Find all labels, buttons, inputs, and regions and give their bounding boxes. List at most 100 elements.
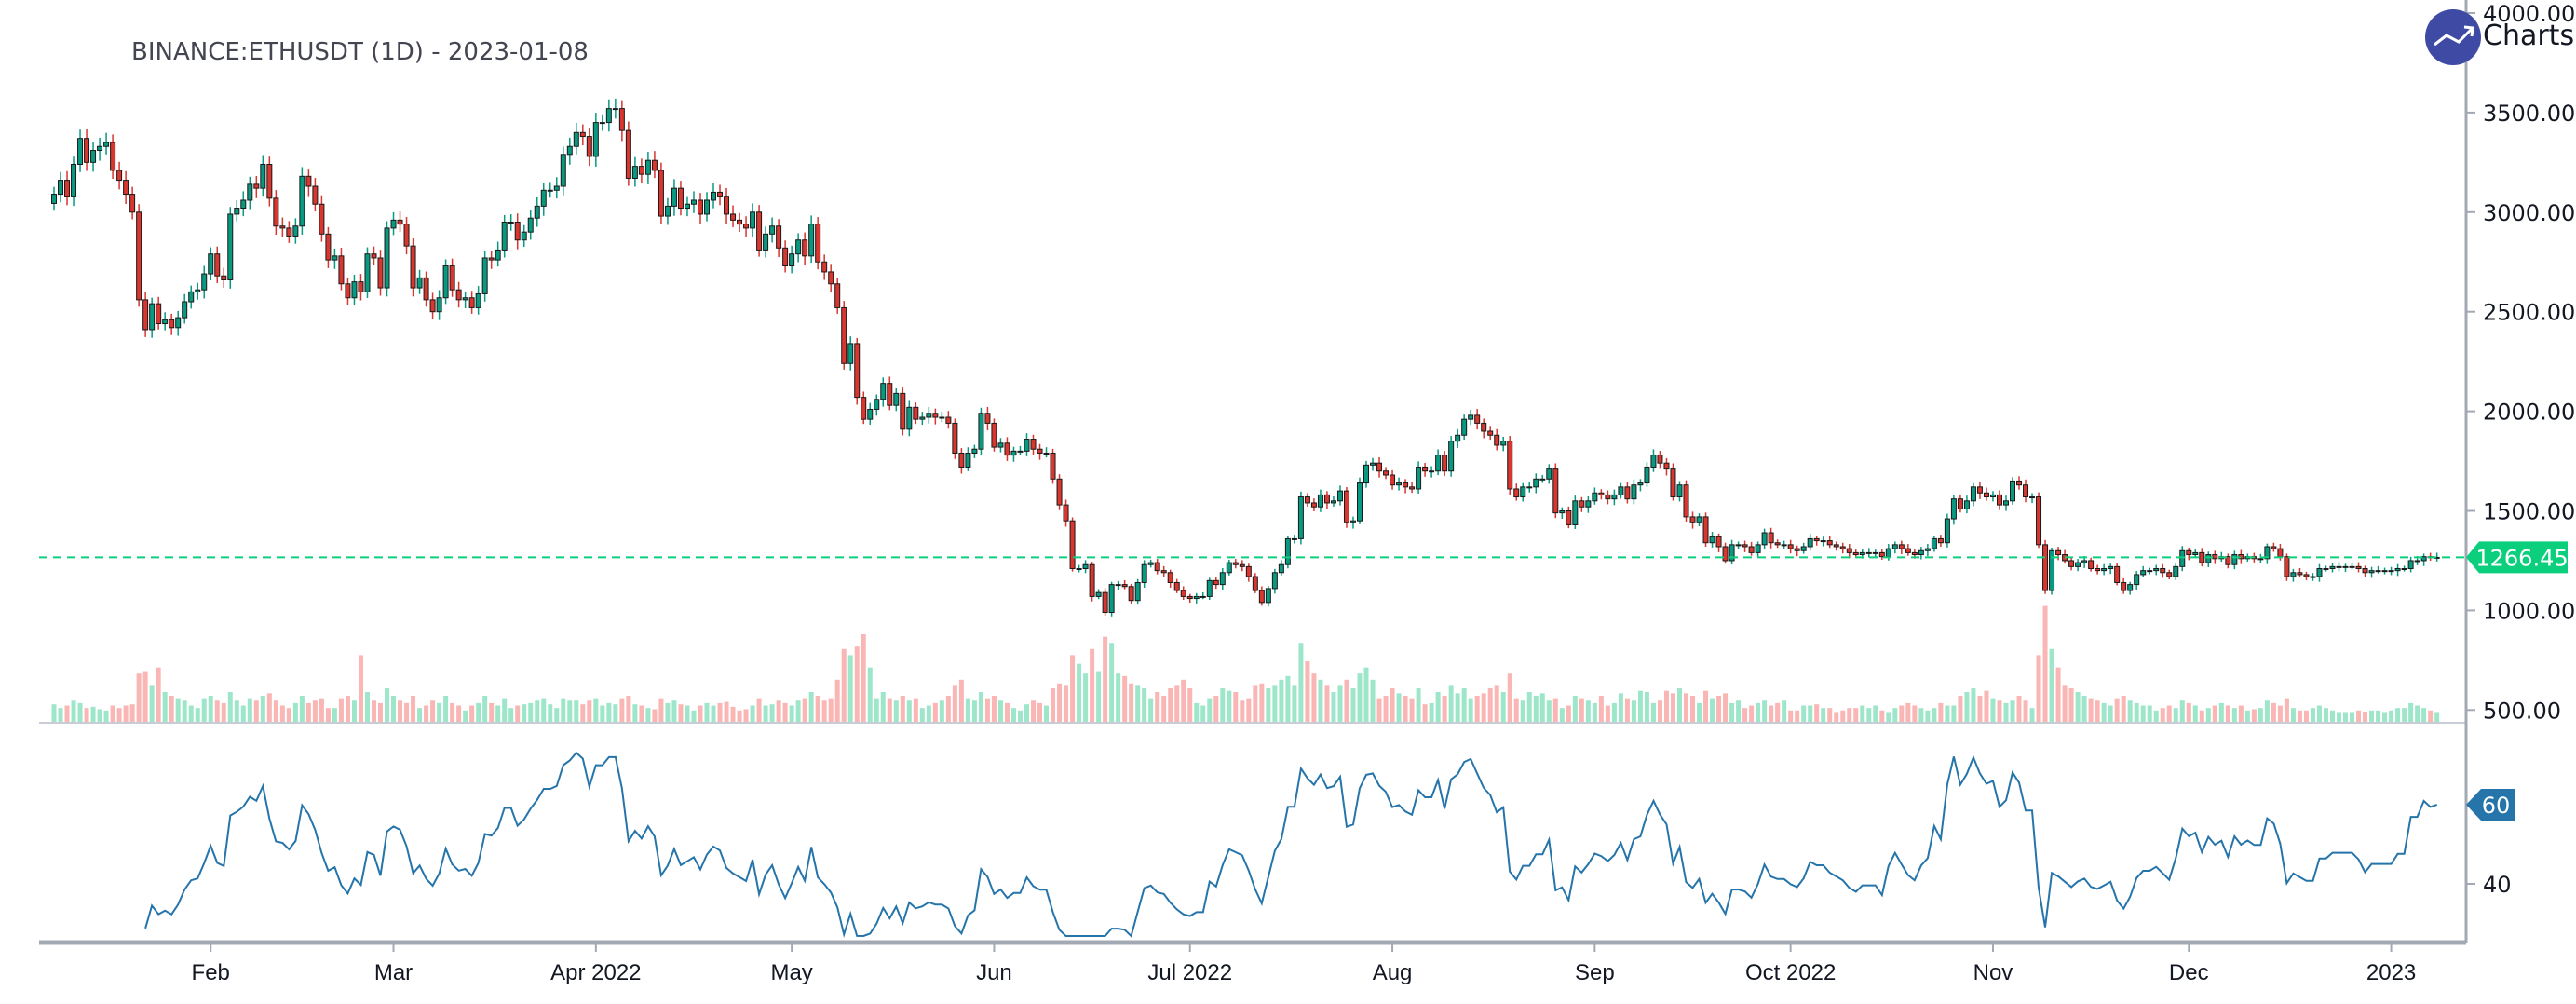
candle-body — [1147, 562, 1154, 565]
volume-bar — [2049, 648, 2054, 723]
brand-text: Charts p — [2483, 20, 2576, 52]
volume-bar — [1331, 692, 1336, 723]
volume-bar — [1866, 708, 1872, 723]
candle-body — [1885, 548, 1891, 558]
volume-bar — [574, 700, 579, 723]
candle-body — [599, 122, 605, 125]
rsi-tick-label: 40 — [2483, 872, 2512, 898]
volume-bar — [515, 705, 521, 723]
candle-body — [1069, 520, 1076, 570]
volume-bar — [1305, 661, 1310, 723]
candle-body — [997, 442, 1004, 448]
candle-body — [2016, 480, 2023, 486]
candle-body — [312, 185, 319, 205]
volume-bar — [1031, 700, 1036, 723]
brand-logo[interactable]: Charts p — [2425, 9, 2576, 65]
volume-bar — [1077, 663, 1082, 723]
volume-bar — [2350, 712, 2355, 723]
candle-body — [2127, 584, 2134, 591]
candle-body — [2186, 549, 2192, 556]
candle-body — [534, 205, 540, 219]
volume-bar — [2075, 692, 2081, 723]
volume-bar — [508, 708, 514, 723]
candle-body — [1336, 490, 1343, 502]
price-axis[interactable]: 500.00 1000.00 1500.00 2000.00 2500.00 3000.0… — [2466, 1, 2575, 724]
candle-body — [1781, 544, 1787, 547]
candle-body — [717, 191, 724, 197]
candle-body — [2101, 568, 2108, 572]
volume-bar — [1416, 688, 1421, 723]
volume-bar — [2297, 710, 2302, 723]
candle-body — [1572, 500, 1579, 525]
volume-bar — [1227, 690, 1232, 723]
volume-bar — [2271, 702, 2276, 723]
candle-body — [1173, 581, 1180, 591]
volume-bar — [1370, 679, 1376, 723]
candle-body — [1291, 537, 1297, 540]
candle-body — [2205, 554, 2212, 563]
candle-body — [2290, 572, 2297, 577]
volume-bar — [711, 705, 716, 723]
volume-bar — [1161, 695, 1167, 723]
candle-body — [2055, 549, 2062, 556]
time-axis[interactable]: Feb Mar Apr 2022 May Jun Jul 2022 Aug Sep Oct 20… — [192, 944, 2417, 985]
candle-body — [2225, 556, 2231, 565]
candle-body — [664, 205, 671, 217]
candle-body — [1232, 562, 1239, 565]
candle-body — [299, 175, 305, 227]
volume-bar — [2376, 710, 2381, 723]
volume-bar — [234, 700, 239, 723]
candle-body — [1108, 584, 1115, 614]
candle-body — [1448, 441, 1455, 472]
volume-bar — [2023, 700, 2028, 723]
candle-body — [1154, 562, 1160, 572]
candle-body — [1030, 439, 1037, 450]
candle-body — [945, 416, 952, 424]
volume-bar — [208, 695, 213, 723]
volume-bar — [2088, 698, 2094, 723]
candle-body — [1376, 462, 1383, 472]
volume-bar — [528, 702, 534, 723]
volume-bar — [717, 702, 723, 723]
volume-bar — [658, 698, 664, 723]
last-price-value: 1266.45 — [2475, 545, 2568, 571]
volume-bar — [97, 709, 102, 723]
candle-body — [932, 413, 939, 418]
candle-body — [1265, 588, 1271, 604]
candle-body — [704, 199, 710, 215]
volume-bar — [1788, 710, 1794, 723]
candle-body — [397, 219, 403, 225]
candle-body — [253, 183, 260, 189]
volume-bar — [1207, 698, 1213, 723]
volume-bar — [2055, 667, 2061, 723]
candle-body — [1768, 532, 1774, 544]
candle-body — [1134, 581, 1141, 602]
candle-body — [737, 219, 743, 225]
volume-bar — [1181, 679, 1186, 723]
volume-bar — [1932, 708, 1937, 723]
volume-bar — [1840, 710, 1846, 723]
candle-body — [724, 196, 730, 215]
volume-bar — [2127, 700, 2133, 723]
candle-body — [1167, 572, 1173, 583]
volume-bar — [1135, 685, 1141, 723]
candle-body — [880, 383, 887, 400]
candle-body — [1442, 455, 1448, 472]
candle-body — [841, 306, 847, 364]
candle-body — [750, 211, 756, 229]
candle-body — [952, 422, 958, 454]
volume-bar — [142, 671, 148, 723]
candle-body — [1833, 544, 1839, 548]
volume-bar — [730, 706, 736, 723]
volume-bar — [1860, 705, 1865, 723]
candle-body — [1989, 494, 1996, 498]
candle-body — [1304, 496, 1310, 504]
candle-body — [2023, 484, 2029, 498]
volume-bar — [645, 708, 651, 723]
volume-bar — [1899, 705, 1905, 723]
candle-body — [429, 299, 436, 313]
candle-body — [2323, 568, 2329, 571]
time-tick-label: Jun — [976, 960, 1012, 985]
